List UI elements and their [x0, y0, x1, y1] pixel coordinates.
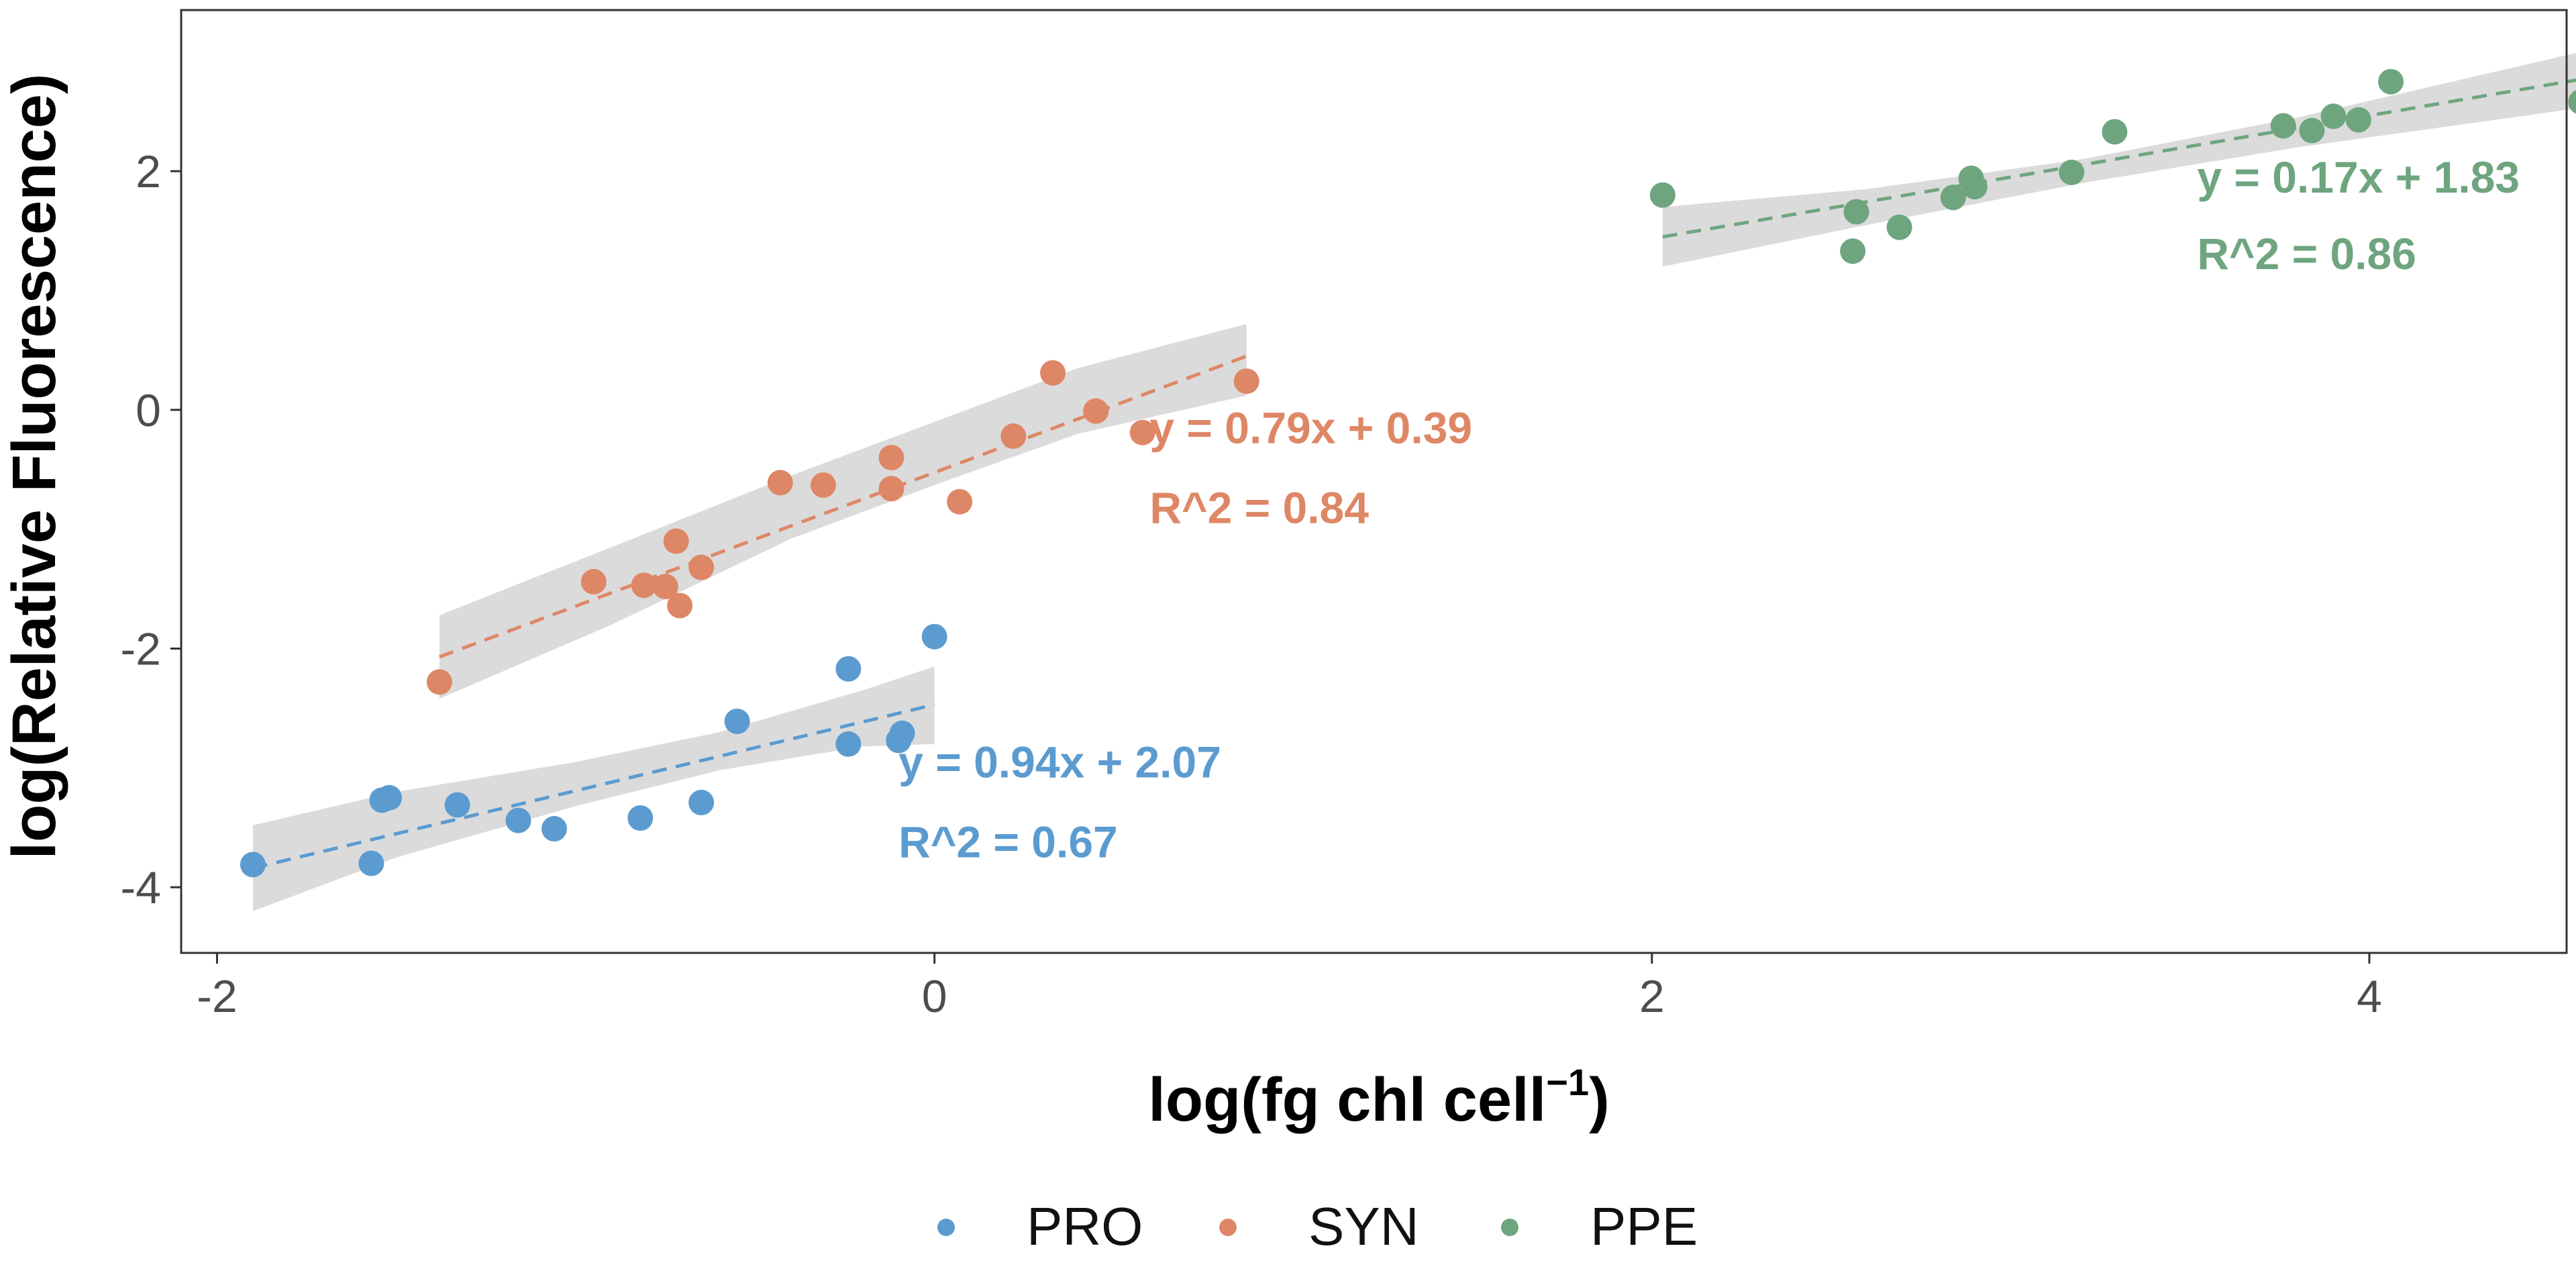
syn-r2-label: R^2 = 0.84: [1149, 483, 1369, 533]
syn-confidence-band: [439, 323, 1247, 699]
ppe-point: [1940, 185, 1966, 211]
pro-r2-label: R^2 = 0.67: [898, 817, 1118, 867]
syn-point: [767, 470, 793, 496]
syn-point: [1129, 419, 1155, 446]
syn-point: [1233, 368, 1259, 395]
syn-equation-label: y = 0.79x + 0.39: [1149, 403, 1472, 453]
legend-syn-marker: [1219, 1219, 1237, 1236]
pro-point: [835, 656, 862, 682]
syn-point: [1000, 423, 1027, 449]
syn-point: [688, 554, 715, 580]
pro-point: [835, 731, 862, 757]
ppe-point: [2378, 68, 2404, 95]
ppe-point: [2345, 107, 2371, 133]
ppe-point: [1961, 174, 1988, 200]
legend: PRO SYN PPE: [937, 1196, 1698, 1256]
pro-point: [240, 852, 266, 878]
legend-syn-label: SYN: [1308, 1196, 1419, 1256]
ppe-point: [2102, 119, 2128, 145]
pro-point: [921, 623, 947, 650]
x-tick-label: 0: [922, 971, 947, 1022]
ppe-r2-label: R^2 = 0.86: [2197, 229, 2416, 278]
pro-point: [889, 720, 915, 746]
syn-point: [667, 593, 693, 619]
y-tick-label: -4: [121, 862, 161, 913]
pro-point: [541, 816, 567, 842]
pro-point: [627, 805, 654, 831]
y-axis-ticks: -4 -2 0 2: [121, 146, 181, 913]
y-tick-label: -2: [121, 623, 161, 674]
syn-regression-line: [439, 354, 1247, 659]
x-tick-label: 2: [1639, 971, 1665, 1022]
ppe-point: [2299, 117, 2325, 144]
syn-point: [1040, 360, 1066, 386]
syn-point: [631, 572, 657, 599]
x-axis-ticks: -2 0 2 4: [197, 953, 2382, 1022]
syn-point: [947, 489, 973, 515]
pro-point: [358, 850, 384, 876]
ppe-point: [1649, 182, 1676, 208]
regression-annotations: y = 0.94x + 2.07 R^2 = 0.67 y = 0.79x + 0.…: [898, 152, 2520, 867]
syn-point: [426, 669, 452, 695]
syn-point: [1083, 398, 1109, 424]
syn-point: [652, 574, 678, 600]
x-tick-label: -2: [197, 971, 237, 1022]
pro-point: [724, 708, 750, 734]
syn-point: [580, 568, 607, 595]
y-axis-title: log(Relative Fluorescence): [0, 74, 68, 860]
y-tick-label: 2: [136, 146, 161, 197]
syn-point: [810, 472, 836, 498]
ppe-point: [2059, 159, 2085, 185]
pro-point: [688, 789, 715, 815]
syn-point: [878, 476, 905, 502]
pro-confidence-band: [252, 666, 935, 911]
legend-pro-label: PRO: [1027, 1196, 1143, 1256]
ppe-point: [2270, 113, 2296, 139]
syn-point: [663, 528, 689, 554]
pro-point: [444, 792, 470, 818]
legend-pro-marker: [937, 1219, 955, 1236]
ppe-point: [1886, 214, 1912, 240]
y-tick-label: 0: [136, 385, 161, 436]
pro-point: [376, 784, 403, 811]
ppe-regression-line: [1662, 78, 2576, 239]
pro-equation-label: y = 0.94x + 2.07: [898, 737, 1221, 787]
x-axis-title: log(fg chl cell−1): [1148, 1061, 1609, 1134]
x-axis-title-superscript: −1: [1546, 1061, 1589, 1103]
ppe-point: [1843, 199, 1869, 225]
ppe-equation-label: y = 0.17x + 1.83: [2197, 152, 2520, 202]
ppe-point: [2320, 103, 2347, 130]
legend-ppe-label: PPE: [1590, 1196, 1698, 1256]
panel-border: [180, 9, 2568, 954]
syn-point: [878, 444, 905, 470]
pro-point: [505, 807, 531, 833]
x-tick-label: 4: [2357, 971, 2382, 1022]
ppe-point: [1840, 238, 1866, 264]
legend-ppe-marker: [1501, 1219, 1518, 1236]
pro-regression-line: [252, 703, 935, 870]
ppe-point: [2568, 90, 2576, 114]
data-points: [240, 68, 2576, 878]
regression-lines: [252, 78, 2576, 870]
